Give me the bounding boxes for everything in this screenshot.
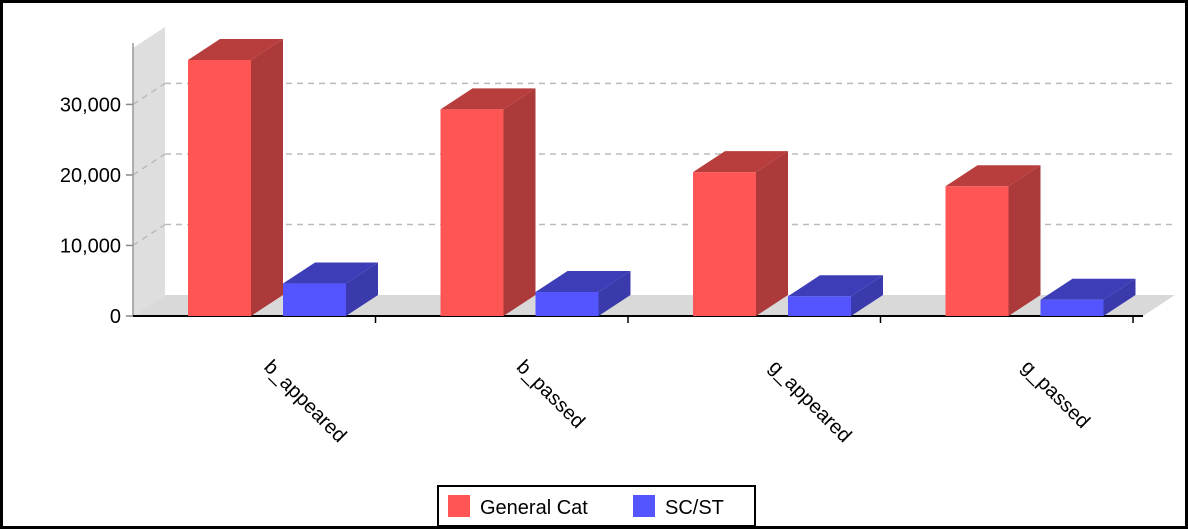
y-tick-label: 30,000: [60, 94, 121, 116]
bar-top-sc-st-b-passed: [535, 271, 631, 293]
bar-side-sc-st-g-appeared: [851, 275, 883, 316]
legend-swatch-sc-st: [633, 495, 655, 517]
floor: [133, 295, 1175, 316]
bar-top-sc-st-g-passed: [1040, 278, 1136, 300]
bar-top-sc-st-b-appeared: [283, 262, 378, 284]
bar-sc-st-b-appeared: [283, 283, 346, 316]
bar-side-general-cat-g-passed: [1008, 165, 1041, 316]
y-tick-label: 20,000: [60, 165, 121, 187]
bar-top-general-cat-g-appeared: [693, 151, 788, 173]
x-category-label: b_passed: [512, 356, 589, 433]
x-category-label: g_appeared: [764, 356, 855, 447]
bar-side-general-cat-b-passed: [503, 88, 536, 316]
legend-box: [437, 485, 756, 526]
chart-walls: [133, 27, 1175, 316]
bar-sc-st-b-passed: [535, 292, 599, 316]
y-tick-label: 10,000: [60, 235, 121, 257]
legend-swatch-general-cat: [448, 495, 470, 517]
bar-side-sc-st-b-passed: [598, 271, 631, 316]
bar-general-cat-b-appeared: [188, 59, 251, 317]
bar-general-cat-g-passed: [945, 186, 1009, 316]
bar-side-general-cat-b-appeared: [251, 38, 283, 317]
legend-label-sc-st: SC/ST: [665, 497, 724, 519]
bar-top-sc-st-g-appeared: [788, 275, 883, 297]
x-category-label: g_passed: [1017, 356, 1094, 433]
bar-chart: 0 10,000 20,000 30,000 b_appeared b_passed g_…: [60, 27, 1175, 526]
bar-sc-st-g-appeared: [788, 296, 851, 316]
bars: [188, 38, 1136, 317]
y-tick-labels: 0 10,000 20,000 30,000: [60, 94, 121, 328]
legend: General Cat SC/ST: [437, 485, 756, 526]
x-category-labels: b_appeared b_passed g_appeared g_passed: [259, 356, 1093, 447]
bar-side-sc-st-g-passed: [1103, 278, 1136, 316]
left-wall: [133, 27, 165, 316]
bar-top-general-cat-g-passed: [945, 165, 1041, 187]
bar-top-general-cat-b-appeared: [188, 38, 283, 60]
y-tick-label: 0: [110, 306, 121, 328]
legend-label-general-cat: General Cat: [480, 497, 588, 519]
x-category-label: b_appeared: [259, 356, 350, 447]
bar-side-general-cat-g-appeared: [756, 151, 788, 316]
bar-general-cat-g-appeared: [693, 172, 756, 316]
bar-sc-st-g-passed: [1040, 299, 1104, 316]
bar-general-cat-b-passed: [440, 109, 504, 316]
bar-side-sc-st-b-appeared: [346, 262, 378, 316]
bar-top-general-cat-b-passed: [440, 88, 536, 110]
